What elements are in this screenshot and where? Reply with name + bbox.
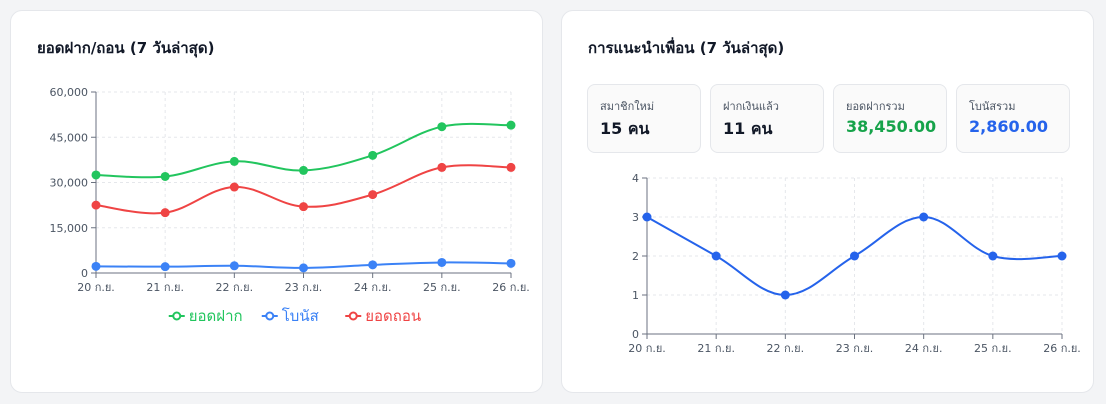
- data-point: [160, 171, 170, 181]
- data-point: [437, 162, 447, 172]
- stat-total-bonus: โบนัสรวม 2,860.00: [956, 84, 1070, 153]
- data-point: [1057, 251, 1067, 261]
- data-point: [850, 251, 859, 261]
- referral-chart: 0 1 2 3 4 20 ก.ย. 21 ก.ย. 22 ก.ย. 23 ก.ย. 24 ก.ย.…: [628, 172, 1081, 355]
- y-tick-label: 30,000: [50, 177, 89, 190]
- legend-label: ยอดถอน: [365, 307, 421, 325]
- x-tick-label: 21 ก.ย.: [697, 342, 735, 355]
- data-point: [368, 190, 378, 200]
- data-point: [506, 258, 516, 268]
- y-tick-label: 3: [632, 211, 639, 224]
- data-point: [229, 156, 239, 166]
- deposit-withdraw-title: ยอดฝาก/ถอน (7 วันล่าสุด): [37, 39, 215, 57]
- legend-label: โบนัส: [282, 307, 319, 325]
- data-point: [299, 202, 308, 212]
- data-point: [368, 260, 378, 270]
- legend-label: ยอดฝาก: [189, 307, 243, 325]
- data-point: [91, 170, 101, 180]
- data-point: [229, 182, 239, 192]
- stat-total-deposit: ยอดฝากรวม 38,450.00: [833, 84, 947, 153]
- x-tick-label: 22 ก.ย.: [216, 281, 254, 294]
- x-tick-label: 26 ก.ย.: [492, 281, 530, 294]
- data-point: [160, 262, 170, 272]
- referral-title: การแนะนำเพื่อน (7 วันล่าสุด): [588, 39, 785, 57]
- data-point: [229, 261, 239, 271]
- deposit-withdraw-card: ยอดฝาก/ถอน (7 วันล่าสุด) 0 15,000 30,000 45…: [10, 10, 543, 393]
- x-tick-label: 24 ก.ย.: [354, 281, 392, 294]
- data-point: [919, 212, 929, 222]
- x-tick-label: 20 ก.ย.: [628, 342, 666, 355]
- deposit-withdraw-chart: 0 15,000 30,000 45,000 60,000 20 ก.ย. 21 ก.ย. 2…: [50, 86, 530, 325]
- x-tick-label: 21 ก.ย.: [146, 281, 184, 294]
- x-tick-label: 23 ก.ย.: [836, 342, 874, 355]
- data-point: [506, 120, 516, 130]
- y-tick-label: 45,000: [50, 131, 89, 144]
- x-tick-label: 24 ก.ย.: [905, 342, 943, 355]
- y-tick-label: 60,000: [50, 86, 89, 99]
- data-point: [299, 263, 308, 273]
- data-point: [711, 251, 721, 261]
- data-point: [988, 251, 998, 261]
- x-tick-label: 25 ก.ย.: [974, 342, 1012, 355]
- stat-label: ฝากเงินแล้ว: [723, 100, 779, 113]
- y-tick-label: 4: [632, 172, 639, 185]
- data-point: [437, 257, 447, 267]
- stat-new-members: สมาชิกใหม่ 15 คน: [587, 84, 701, 153]
- data-point: [506, 162, 516, 172]
- stat-label: ยอดฝากรวม: [846, 100, 905, 113]
- data-point: [299, 165, 308, 175]
- legend-marker-dot: [348, 311, 358, 321]
- x-tick-label: 26 ก.ย.: [1043, 342, 1081, 355]
- stat-label: โบนัสรวม: [969, 100, 1016, 113]
- legend-marker-dot: [172, 311, 182, 321]
- y-tick-label: 2: [632, 250, 639, 263]
- y-tick-label: 0: [632, 328, 639, 341]
- stat-value: 38,450.00: [846, 117, 937, 136]
- stat-label: สมาชิกใหม่: [600, 100, 655, 113]
- data-point: [368, 150, 378, 160]
- stat-value: 15 คน: [600, 119, 650, 138]
- stat-deposited-members: ฝากเงินแล้ว 11 คน: [710, 84, 824, 153]
- x-tick-label: 22 ก.ย.: [767, 342, 805, 355]
- y-tick-label: 15,000: [50, 222, 89, 235]
- x-tick-label: 20 ก.ย.: [77, 281, 115, 294]
- stat-value: 2,860.00: [969, 117, 1048, 136]
- data-point: [780, 290, 790, 300]
- referral-card: การแนะนำเพื่อน (7 วันล่าสุด) สมาชิกใหม่ …: [561, 10, 1094, 393]
- y-tick-label: 1: [632, 289, 639, 302]
- stat-value: 11 คน: [723, 119, 773, 138]
- legend-marker-dot: [265, 311, 275, 321]
- data-point: [91, 261, 101, 271]
- data-point: [642, 212, 652, 222]
- data-point: [91, 200, 101, 210]
- data-point: [437, 122, 447, 132]
- x-tick-label: 25 ก.ย.: [423, 281, 461, 294]
- x-tick-label: 23 ก.ย.: [285, 281, 323, 294]
- y-tick-label: 0: [81, 267, 88, 280]
- data-point: [160, 208, 170, 218]
